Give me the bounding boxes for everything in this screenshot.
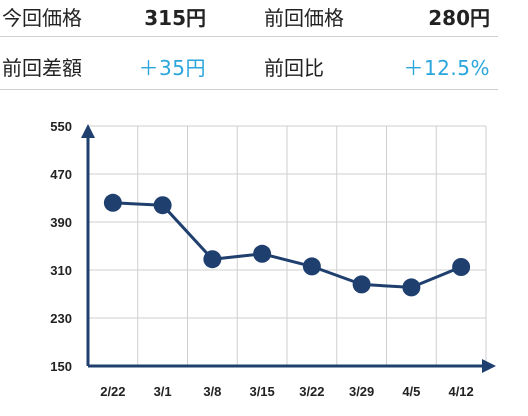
previous-price-value: 280円 bbox=[428, 6, 490, 30]
divider bbox=[0, 89, 498, 90]
price-row: 今回価格 315円 前回価格 280円 bbox=[0, 2, 498, 34]
data-point bbox=[203, 250, 222, 269]
x-tick-label: 3/29 bbox=[349, 384, 374, 399]
y-tick-label: 470 bbox=[50, 167, 72, 182]
current-price-value: 315円 bbox=[144, 6, 206, 30]
previous-price-label: 前回価格 bbox=[264, 6, 344, 30]
x-tick-label: 4/12 bbox=[448, 384, 473, 399]
y-axis-arrow bbox=[81, 124, 95, 138]
current-price-label: 今回価格 bbox=[2, 6, 82, 30]
x-tick-label: 3/22 bbox=[299, 384, 324, 399]
x-tick-label: 3/15 bbox=[249, 384, 274, 399]
x-axis-arrow bbox=[482, 359, 496, 373]
y-tick-label: 550 bbox=[50, 119, 72, 134]
y-tick-label: 150 bbox=[50, 359, 72, 374]
price-summary: 今回価格 315円 前回価格 280円 前回差額 ＋35円 前回比 ＋12.5% bbox=[0, 0, 498, 90]
y-tick-label: 390 bbox=[50, 215, 72, 230]
data-point bbox=[352, 275, 371, 294]
data-point bbox=[253, 244, 272, 263]
x-tick-label: 3/1 bbox=[154, 384, 172, 399]
x-tick-label: 4/5 bbox=[402, 384, 420, 399]
difference-value: ＋35円 bbox=[138, 56, 206, 80]
y-tick-label: 310 bbox=[50, 263, 72, 278]
data-point bbox=[402, 278, 421, 297]
data-point bbox=[153, 196, 172, 215]
data-point bbox=[452, 258, 471, 276]
x-tick-label: 2/22 bbox=[100, 384, 125, 399]
price-line-chart: 150 230 310 390 470 550 2/22 3/1 3/8 3/15 3/22 3/29… bbox=[50, 119, 496, 399]
change-row: 前回差額 ＋35円 前回比 ＋12.5% bbox=[0, 52, 498, 84]
difference-label: 前回差額 bbox=[2, 56, 82, 80]
data-point bbox=[302, 257, 321, 276]
y-tick-label: 230 bbox=[50, 311, 72, 326]
divider bbox=[0, 36, 498, 37]
ratio-value: ＋12.5% bbox=[403, 56, 490, 80]
price-history-chart: 150 230 310 390 470 550 2/22 3/1 3/8 3/15 3/22 3/29… bbox=[0, 100, 528, 412]
x-tick-label: 3/8 bbox=[203, 384, 221, 399]
ratio-label: 前回比 bbox=[264, 56, 324, 80]
data-point bbox=[103, 193, 122, 212]
